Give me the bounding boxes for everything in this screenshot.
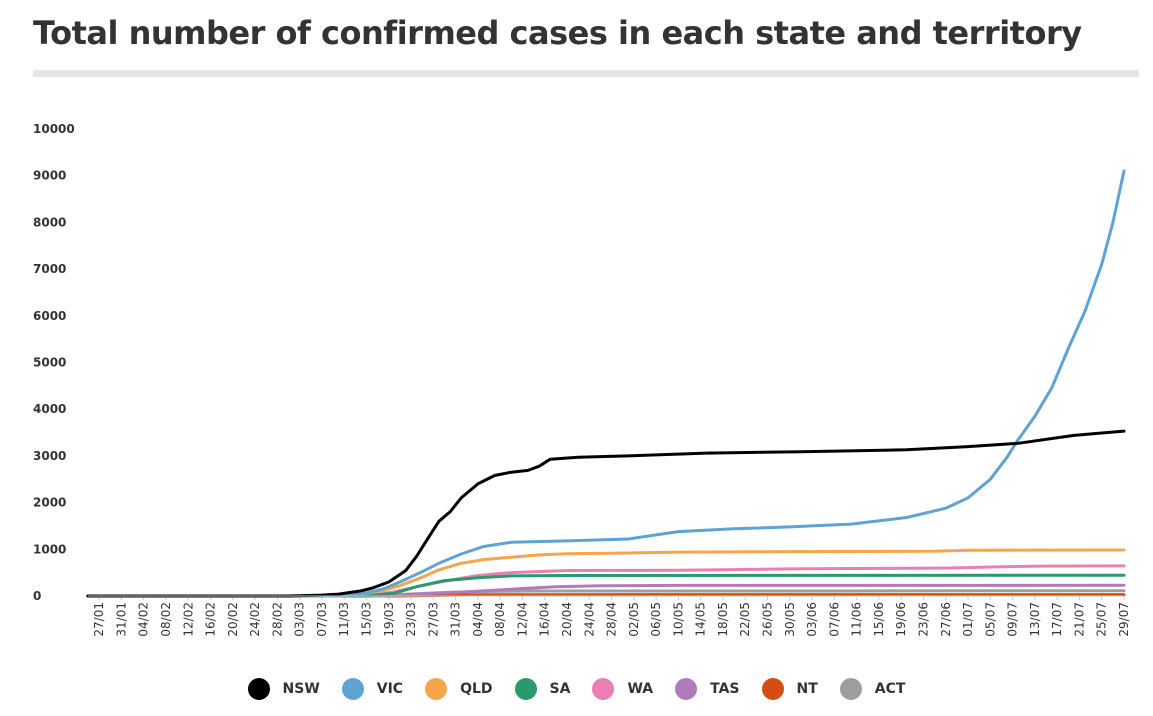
x-tick-label: 24/02 [248, 602, 262, 637]
y-tick-label: 10000 [33, 122, 75, 136]
x-tick-label: 03/06 [805, 602, 819, 637]
x-tick-label: 03/03 [293, 602, 307, 637]
legend-swatch [247, 678, 270, 700]
x-tick-label: 01/07 [961, 602, 975, 637]
x-tick-label: 11/06 [850, 602, 864, 637]
x-tick-label: 27/06 [939, 602, 953, 637]
x-tick-label: 19/03 [382, 602, 396, 637]
chart-title: Total number of confirmed cases in each … [33, 14, 1082, 52]
x-tick-label: 15/06 [872, 602, 886, 637]
x-tick-label: 07/03 [315, 602, 329, 637]
x-tick-label: 23/06 [916, 602, 930, 637]
x-axis-labels: 27/01 31/01 04/02 08/02 12/02 16/02 20/02 24/02… [92, 596, 1131, 637]
legend-item-wa[interactable]: WA [592, 678, 653, 700]
title-divider [33, 70, 1139, 77]
x-tick-label: 08/04 [493, 602, 507, 637]
legend-swatch [592, 678, 615, 700]
x-tick-label: 31/03 [449, 602, 463, 637]
x-tick-label: 25/07 [1095, 602, 1109, 637]
legend-item-nt[interactable]: NT [761, 678, 818, 700]
x-tick-label: 23/03 [404, 602, 418, 637]
legend-label: QLD [460, 681, 493, 697]
series-line-nsw [86, 429, 1126, 598]
x-tick-label: 31/01 [114, 602, 128, 637]
series-line-tas [86, 583, 1126, 598]
series-line-sa [86, 573, 1126, 598]
x-tick-label: 12/04 [515, 602, 529, 637]
legend-item-sa[interactable]: SA [514, 678, 571, 700]
legend-swatch [425, 678, 448, 700]
legend-label: TAS [710, 681, 740, 697]
legend-label: NT [796, 681, 818, 697]
chart-legend: NSW VIC QLD SA WA TAS NT ACT [0, 678, 1153, 700]
legend-item-qld[interactable]: QLD [425, 678, 493, 700]
y-tick-label: 7000 [33, 262, 66, 276]
legend-label: NSW [282, 681, 320, 697]
x-tick-label: 16/02 [204, 602, 218, 637]
x-tick-label: 27/01 [92, 602, 106, 637]
x-tick-label: 29/07 [1117, 602, 1131, 637]
x-tick-label: 30/05 [783, 602, 797, 637]
legend-label: WA [627, 681, 654, 697]
x-tick-label: 24/04 [582, 602, 596, 637]
series-line-vic [86, 169, 1126, 598]
y-axis-labels: 0 1000 2000 3000 4000 5000 6000 7000 8000 9000 100… [33, 122, 75, 603]
legend-label: VIC [376, 681, 404, 697]
x-tick-label: 07/06 [827, 602, 841, 637]
y-tick-label: 1000 [33, 542, 66, 556]
legend-swatch [839, 678, 862, 700]
x-tick-label: 04/04 [471, 602, 485, 637]
series-line-qld [86, 548, 1126, 598]
legend-item-nsw[interactable]: NSW [247, 678, 320, 700]
x-tick-label: 15/03 [359, 602, 373, 637]
x-tick-label: 16/04 [538, 602, 552, 637]
legend-swatch [341, 678, 364, 700]
series-lines [86, 169, 1126, 598]
x-tick-label: 11/03 [337, 602, 351, 637]
x-tick-label: 26/05 [761, 602, 775, 637]
y-tick-label: 8000 [33, 215, 66, 229]
x-tick-label: 09/07 [1006, 602, 1020, 637]
y-tick-label: 5000 [33, 356, 66, 370]
x-tick-label: 08/02 [159, 602, 173, 637]
x-tick-label: 28/02 [270, 602, 284, 637]
x-tick-label: 14/05 [694, 602, 708, 637]
x-tick-label: 20/02 [226, 602, 240, 637]
x-tick-label: 06/05 [649, 602, 663, 637]
x-tick-label: 21/07 [1072, 602, 1086, 637]
x-tick-label: 28/04 [605, 602, 619, 637]
line-chart: 0 1000 2000 3000 4000 5000 6000 7000 8000 9000 100… [33, 122, 1131, 637]
x-tick-label: 20/04 [560, 602, 574, 637]
legend-item-tas[interactable]: TAS [675, 678, 740, 700]
legend-swatch [514, 678, 537, 700]
legend-swatch [761, 678, 784, 700]
y-tick-label: 2000 [33, 496, 66, 510]
x-tick-label: 10/05 [671, 602, 685, 637]
x-tick-label: 17/07 [1050, 602, 1064, 637]
x-tick-label: 05/07 [983, 602, 997, 637]
x-tick-label: 12/02 [181, 602, 195, 637]
x-tick-label: 27/03 [426, 602, 440, 637]
legend-item-act[interactable]: ACT [839, 678, 906, 700]
legend-item-vic[interactable]: VIC [341, 678, 404, 700]
x-tick-label: 18/05 [716, 602, 730, 637]
y-tick-label: 0 [33, 589, 41, 603]
x-tick-label: 02/05 [627, 602, 641, 637]
x-tick-label: 04/02 [137, 602, 151, 637]
x-tick-label: 19/06 [894, 602, 908, 637]
x-tick-label: 22/05 [738, 602, 752, 637]
legend-swatch [675, 678, 698, 700]
x-tick-label: 13/07 [1028, 602, 1042, 637]
y-tick-label: 4000 [33, 402, 66, 416]
legend-label: SA [549, 681, 571, 697]
y-tick-label: 9000 [33, 169, 66, 183]
y-tick-label: 6000 [33, 309, 66, 323]
y-tick-label: 3000 [33, 449, 66, 463]
legend-label: ACT [874, 681, 906, 697]
